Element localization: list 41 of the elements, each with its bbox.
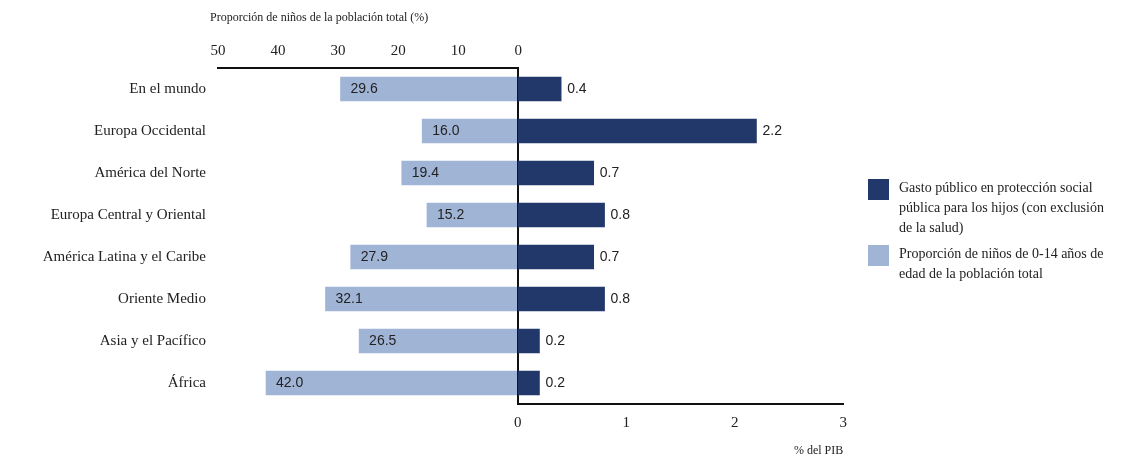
data-label: 26.5 [369, 331, 397, 348]
legend-label: Gasto público en protección social pública para los hijos (con exclusión de la salud) [899, 179, 1105, 237]
bar [517, 76, 562, 102]
y-tick-label: América del Norte [94, 163, 207, 180]
y-tick-label: En el mundo [129, 79, 206, 96]
data-label: 42.0 [276, 373, 304, 390]
data-label: 32.1 [335, 289, 363, 306]
bar [517, 370, 540, 396]
data-label: 0.2 [545, 373, 566, 390]
x2-tick-label: 10 [450, 41, 466, 58]
y-tick-label: Oriente Medio [118, 289, 206, 306]
data-label: 19.4 [411, 163, 440, 180]
data-label: 27.9 [360, 247, 389, 264]
y-tick-label: Europa Occidental [93, 121, 206, 138]
data-label: 0.8 [610, 205, 631, 222]
y-tick-label: África [167, 373, 207, 390]
data-label: 0.8 [610, 289, 631, 306]
data-label: 15.2 [436, 205, 465, 222]
data-label: 29.6 [350, 79, 378, 96]
data-label: 2.2 [762, 121, 783, 138]
y-tick-label: Europa Central y Oriental [50, 205, 206, 222]
data-label: 0.2 [545, 331, 566, 348]
data-label: 16.0 [432, 121, 460, 138]
x2-axis-title: Proporción de niños de la población total (%) [210, 10, 429, 25]
x-tick-label: 3 [839, 413, 847, 430]
y-tick-label: Asia y el Pacífico [99, 331, 206, 348]
x2-tick-label: 20 [390, 41, 406, 58]
x2-tick-label: 40 [270, 41, 286, 58]
data-label: 0.7 [599, 163, 620, 180]
x-tick-label: 2 [731, 413, 739, 430]
x-axis-title: % del PIB [793, 442, 844, 457]
x2-tick-label: 30 [330, 41, 346, 58]
data-label: 0.4 [567, 79, 587, 96]
x2-tick-label: 0 [514, 41, 522, 58]
bar [517, 328, 540, 354]
x-tick-label: 0 [514, 413, 522, 430]
x2-tick-label: 50 [210, 41, 226, 58]
y-tick-label: América Latina y el Caribe [42, 247, 207, 264]
data-label: 0.7 [599, 247, 620, 264]
legend-label: Proporción de niños de 0-14 años de edad de la población total [899, 245, 1105, 283]
x-tick-label: 1 [622, 413, 630, 430]
